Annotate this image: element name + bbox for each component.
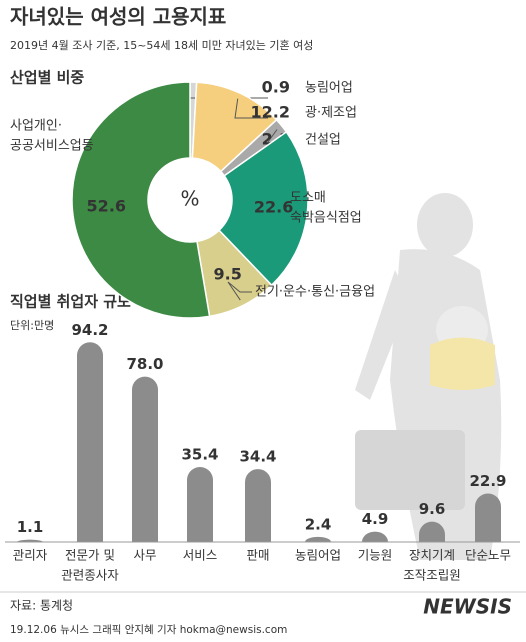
- value-label: 52.6: [87, 196, 126, 215]
- pie-slice: [218, 130, 309, 287]
- category-label: 광·제조업: [305, 106, 357, 121]
- category-label: 농림어업: [295, 548, 341, 563]
- category-label: 관련종사자: [61, 568, 119, 583]
- leader-line: [267, 129, 278, 143]
- bar: [77, 342, 103, 542]
- bar: [305, 536, 331, 542]
- bar-unit: 단위:만명: [10, 319, 54, 332]
- source: 자료: 통계청: [10, 599, 73, 613]
- value-label: 4.9: [362, 510, 389, 528]
- category-label: 서비스: [183, 548, 218, 563]
- silhouette: [355, 193, 502, 560]
- category-label: 농림어업: [305, 81, 353, 96]
- category-label: 기능원: [358, 548, 393, 563]
- bar: [187, 466, 213, 542]
- value-label: 35.4: [181, 445, 218, 463]
- value-label: 2.4: [305, 515, 332, 533]
- bar: [245, 469, 271, 542]
- category-label: 숙박음식점업: [290, 211, 362, 226]
- bar: [362, 531, 388, 542]
- value-label: 94.2: [71, 321, 108, 339]
- bar: [475, 493, 501, 542]
- category-label: 단순노무: [465, 548, 511, 563]
- category-label: 도소매: [290, 191, 326, 206]
- pie-title: 산업별 비중: [10, 69, 84, 87]
- category-label: 장치기계: [409, 548, 455, 563]
- value-label: 22.9: [469, 472, 506, 490]
- leader-line: [234, 98, 268, 119]
- value-label: 12.2: [251, 103, 290, 122]
- category-label: 건설업: [305, 133, 341, 148]
- value-label: 22.6: [254, 198, 293, 217]
- center-label: %: [180, 187, 199, 211]
- value-label: 34.4: [239, 448, 276, 466]
- bar: [419, 521, 445, 542]
- category-label: 전기·운수·통신·금융업: [255, 285, 375, 300]
- value-label: 1.1: [17, 518, 44, 536]
- subtitle: 2019년 4월 조사 기준, 15~54세 18세 미만 자녀있는 기혼 여성: [10, 39, 313, 52]
- category-label: 판매: [246, 548, 269, 563]
- bar-title: 직업별 취업자 규모: [10, 293, 131, 311]
- pie-slice: [191, 81, 278, 173]
- value-label: 0.9: [262, 78, 290, 97]
- value-label: 9.6: [419, 500, 446, 518]
- category-label: 사무: [133, 548, 156, 563]
- value-label: 9.5: [214, 265, 242, 284]
- category-label: 공공서비스업등: [10, 139, 94, 154]
- category-label: 전문가 및: [65, 548, 115, 563]
- leader-line: [227, 281, 252, 301]
- pie-slice: [71, 81, 211, 319]
- category-label: 조작조립원: [403, 568, 461, 583]
- bar: [132, 376, 158, 542]
- title: 자녀있는 여성의 고용지표: [10, 5, 226, 29]
- bar: [17, 539, 43, 542]
- category-label: 관리자: [13, 548, 48, 563]
- value-label: 78.0: [126, 355, 163, 373]
- credit: 19.12.06 뉴시스 그래픽 안지혜 기자 hokma@newsis.com: [10, 624, 287, 636]
- category-label: 사업개인·: [10, 119, 62, 134]
- watermark: NEWSIS: [423, 595, 512, 619]
